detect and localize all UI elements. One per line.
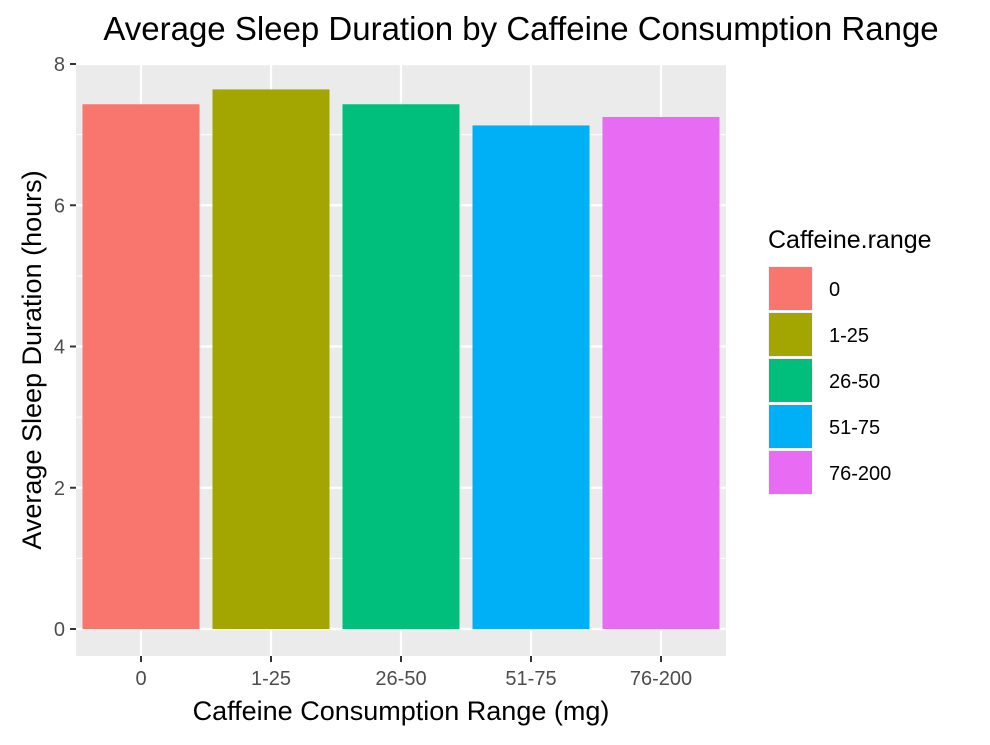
y-tick-label: 6	[54, 195, 65, 217]
x-axis: 0 1-25 26-50 51-75 76-200	[135, 656, 692, 690]
legend-swatch	[769, 451, 812, 494]
legend-label: 0	[829, 279, 840, 301]
legend-label: 1-25	[829, 325, 869, 347]
legend-swatch	[769, 267, 812, 310]
x-tick-label: 26-50	[375, 668, 426, 690]
bar-1-25	[212, 89, 330, 630]
x-tick-label: 76-200	[630, 668, 692, 690]
legend: Caffeine.range 0 1-25 26-50 51-75 76-200	[768, 226, 932, 495]
y-tick-label: 2	[54, 478, 65, 500]
bar-26-50	[342, 104, 460, 630]
y-axis-label: Average Sleep Duration (hours)	[17, 170, 47, 549]
y-tick-label: 8	[54, 54, 65, 76]
x-axis-label: Caffeine Consumption Range (mg)	[193, 696, 610, 726]
legend-items: 0 1-25 26-50 51-75 76-200	[768, 266, 891, 495]
legend-label: 26-50	[829, 371, 880, 393]
x-tick-label: 51-75	[505, 668, 556, 690]
legend-swatch	[769, 313, 812, 356]
legend-title: Caffeine.range	[768, 226, 932, 254]
y-axis: 0 2 4 6 8	[54, 54, 76, 641]
chart-title: Average Sleep Duration by Caffeine Consu…	[103, 10, 938, 47]
bar-51-75	[472, 125, 590, 629]
bar-0	[82, 104, 200, 630]
bars	[82, 89, 720, 630]
x-tick-label: 1-25	[251, 668, 291, 690]
bar-76-200	[602, 116, 720, 629]
legend-swatch	[769, 405, 812, 448]
legend-label: 76-200	[829, 463, 891, 485]
legend-swatch	[769, 359, 812, 402]
x-tick-label: 0	[135, 668, 146, 690]
y-tick-label: 0	[54, 619, 65, 641]
y-tick-label: 4	[54, 337, 65, 359]
legend-label: 51-75	[829, 417, 880, 439]
